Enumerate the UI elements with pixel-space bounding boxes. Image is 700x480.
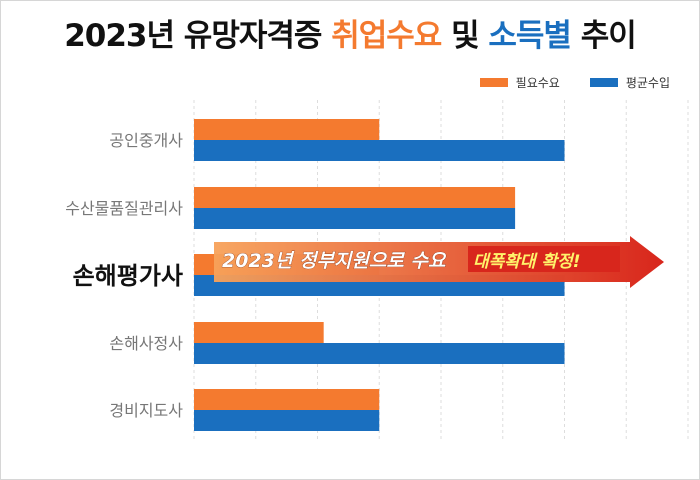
legend-item-average-income: 평균수입: [589, 74, 670, 91]
category-label: 수산물품질관리사: [65, 199, 183, 218]
legend-label-average-income: 평균수입: [625, 76, 670, 90]
bar-required-demand: [194, 322, 324, 343]
legend-item-required-demand: 필요수요: [479, 74, 560, 91]
bar-required-demand: [194, 119, 380, 140]
bar-average-income: [194, 343, 565, 364]
title-part-1: 2023년 유망자격증: [64, 18, 332, 54]
bar-required-demand: [194, 187, 516, 208]
banner-text-emphasis: 대폭확대 확정!: [473, 252, 581, 272]
category-label: 경비지도사: [109, 401, 183, 420]
banner-text: 2023년 정부지원으로 수요: [222, 250, 447, 272]
bar-average-income: [194, 140, 565, 161]
bar-average-income: [194, 410, 380, 431]
title-highlight-demand: 취업수요: [331, 18, 442, 54]
chart-legend: 필요수요 평균수입: [458, 74, 670, 91]
category-label: 손해사정사: [109, 334, 183, 353]
title-part-3: 추이: [570, 18, 637, 54]
chart-title: 2023년 유망자격증 취업수요 및 소득별 추이: [0, 10, 700, 55]
bar-average-income: [194, 208, 516, 229]
legend-swatch-required-demand: [479, 78, 508, 87]
title-highlight-income: 소득별: [488, 18, 572, 54]
legend-label-required-demand: 필요수요: [515, 76, 560, 90]
title-part-2: 및: [441, 18, 489, 54]
legend-swatch-average-income: [589, 78, 618, 87]
category-label: 손해평가사: [73, 262, 183, 290]
category-label: 공인중개사: [109, 131, 183, 150]
banner-emphasis-box: [468, 246, 620, 272]
bar-required-demand: [194, 389, 380, 410]
